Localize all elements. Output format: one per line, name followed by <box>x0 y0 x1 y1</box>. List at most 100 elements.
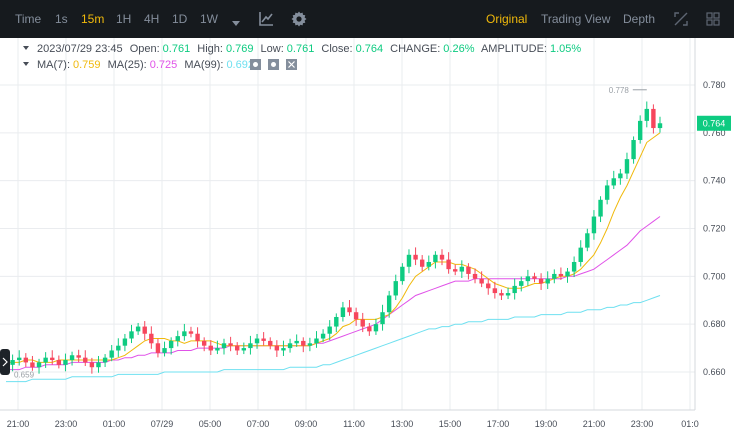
candle-body <box>122 338 128 346</box>
candle-body <box>585 233 590 248</box>
view-depth[interactable]: Depth <box>623 12 656 26</box>
eye-icon[interactable] <box>250 59 261 70</box>
x-tick-label: 17:00 <box>487 419 510 429</box>
candle-body <box>36 362 42 368</box>
interval-1d[interactable]: 1D <box>172 12 188 26</box>
info-date: 2023/07/29 23:45 <box>37 43 123 55</box>
candle-body <box>558 273 564 277</box>
close-icon[interactable] <box>286 59 297 70</box>
candle-body <box>334 316 339 327</box>
candle-body <box>83 357 88 363</box>
candle-body <box>162 348 167 353</box>
settings-icon[interactable] <box>268 59 279 70</box>
candle-body <box>10 360 15 365</box>
x-tick-label: 05:00 <box>199 419 222 429</box>
candle-body <box>102 357 108 363</box>
y-tick-label: 0.680 <box>703 319 726 329</box>
ma99-line <box>6 295 661 383</box>
ma99-path <box>6 295 661 383</box>
candlestick-chart[interactable]: 0.780 0.760 0.740 0.720 0.700 0.680 0.660 21:0… <box>0 38 734 434</box>
candle-body <box>386 295 392 313</box>
x-tick-label: 13:00 <box>391 419 414 429</box>
candle-body <box>208 345 213 351</box>
candle-body <box>360 319 365 327</box>
candle-body <box>17 357 22 361</box>
candle-body <box>413 254 418 260</box>
candle-body <box>532 276 537 279</box>
interval-15m[interactable]: 15m <box>81 12 105 26</box>
svg-text:MA(7):0.759 MA(25):0.725: MA(7): 0.759 MA(25): 0.725 MA(99): 0.692 <box>37 59 254 71</box>
candle-body <box>129 331 134 339</box>
candle-body <box>215 348 220 351</box>
candle-body <box>631 140 636 160</box>
ma25-path <box>6 216 661 371</box>
candle-body <box>472 273 478 279</box>
candle-body <box>512 285 517 294</box>
candle-body <box>545 278 550 284</box>
candle-body <box>419 259 425 267</box>
candle-body <box>367 326 372 332</box>
settings-gear-icon[interactable] <box>291 11 307 32</box>
candle-body <box>373 324 379 332</box>
candle-body <box>30 362 35 368</box>
y-tick-label: 0.760 <box>703 128 726 138</box>
svg-text:0.659: 0.659 <box>14 370 35 379</box>
fullscreen-icon[interactable] <box>674 12 688 31</box>
x-tick-label: 01:00 <box>103 419 126 429</box>
candle-body <box>301 340 306 346</box>
candle-body <box>142 326 147 334</box>
x-tick-label: 07:00 <box>247 419 270 429</box>
candle-body <box>611 178 616 186</box>
candle-body <box>525 276 531 282</box>
candle-body <box>43 357 48 363</box>
x-tick-label: 11:00 <box>343 419 365 429</box>
y-tick-label: 0.700 <box>703 271 726 281</box>
candle-body <box>221 343 227 349</box>
collapse-icon[interactable] <box>23 46 29 50</box>
candle-body <box>353 312 359 320</box>
x-tick-label: 21:00 <box>583 419 606 429</box>
max-price-marker: 0.778 <box>609 86 647 95</box>
interval-1w[interactable]: 1W <box>200 12 218 26</box>
interval-4h[interactable]: 4H <box>144 12 160 26</box>
candle-body <box>624 159 630 174</box>
chevron-down-icon[interactable] <box>231 15 241 33</box>
candle-body <box>63 360 68 365</box>
candle-body <box>76 355 81 358</box>
candle-body <box>459 266 465 272</box>
x-tick-label: 19:00 <box>535 419 558 429</box>
x-tick-label: 23:00 <box>631 419 654 429</box>
svg-text:0.764: 0.764 <box>703 118 726 128</box>
x-tick-label: 23:00 <box>55 419 78 429</box>
candle-body <box>578 247 583 262</box>
candle-body <box>254 338 260 344</box>
candle-body <box>268 340 273 346</box>
candle-body <box>69 355 75 361</box>
collapse-icon[interactable] <box>23 62 29 66</box>
candle-body <box>519 281 524 286</box>
left-scroll-handle[interactable] <box>0 349 10 375</box>
candle-body <box>294 340 299 344</box>
x-tick-label: 09:00 <box>295 419 318 429</box>
ma25-line <box>6 216 661 371</box>
view-original[interactable]: Original <box>486 12 528 26</box>
candle-body <box>591 216 597 234</box>
candle-body <box>466 266 471 274</box>
y-tick-label: 0.740 <box>703 176 726 186</box>
candle-body <box>657 123 663 129</box>
interval-1s[interactable]: 1s <box>55 12 68 26</box>
ma-info: MA(7): 0.759 MA(25): 0.725 MA(99): 0.692 <box>23 59 297 71</box>
candle-body <box>261 338 266 341</box>
candle-body <box>565 271 570 277</box>
candle-body <box>241 348 247 351</box>
candle-body <box>538 278 544 284</box>
candle-body <box>406 254 412 267</box>
interval-1h[interactable]: 1H <box>116 12 132 26</box>
candle-body <box>486 283 491 289</box>
candle-body <box>175 336 180 341</box>
candle-body <box>274 345 280 351</box>
interval-label: Time <box>15 12 42 26</box>
view-trading-view[interactable]: Trading View <box>541 12 611 26</box>
indicator-icon[interactable] <box>258 11 274 32</box>
grid-layout-icon[interactable] <box>706 12 720 31</box>
